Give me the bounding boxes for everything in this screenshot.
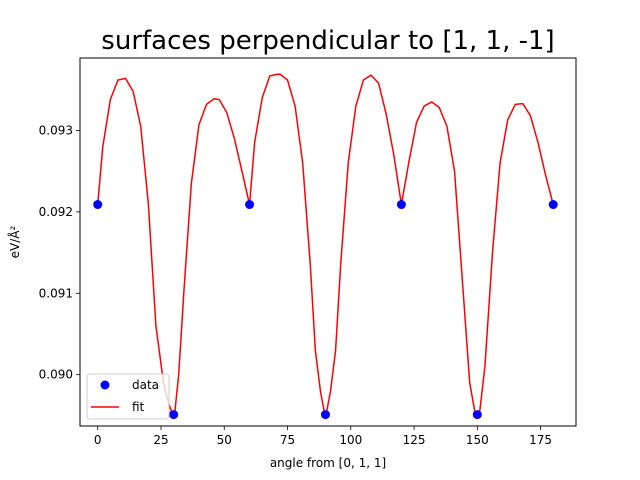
- chart-title: surfaces perpendicular to [1, 1, -1]: [101, 26, 554, 56]
- data-point: [472, 410, 482, 420]
- plot-area: [79, 57, 577, 427]
- x-tick-label: 125: [403, 433, 426, 447]
- legend-fit-label: fit: [132, 400, 145, 414]
- fit-line: [96, 73, 554, 416]
- x-tick-label: 0: [94, 433, 102, 447]
- data-point: [169, 410, 179, 420]
- x-tick-label: 150: [466, 433, 489, 447]
- y-tick-label: 0.093: [39, 123, 73, 137]
- y-tick-label: 0.092: [39, 205, 73, 219]
- y-axis: 0.090 0.091 0.092 0.093: [39, 123, 80, 382]
- x-axis-label: angle from [0, 1, 1]: [270, 456, 386, 470]
- y-axis-label: eV/Å²: [7, 225, 22, 258]
- data-point: [93, 200, 103, 210]
- legend: data fit: [86, 373, 170, 420]
- x-axis: 0 25 50 75 100 125 150 175: [94, 426, 552, 447]
- y-tick-label: 0.091: [39, 286, 73, 300]
- legend-data-marker: [100, 380, 110, 390]
- data-point: [245, 200, 255, 210]
- x-tick-label: 175: [529, 433, 552, 447]
- chart-marks: [93, 73, 558, 420]
- data-point: [320, 410, 330, 420]
- x-tick-label: 75: [280, 433, 295, 447]
- legend-data-label: data: [132, 378, 159, 392]
- y-tick-label: 0.090: [39, 368, 73, 382]
- data-point: [396, 200, 406, 210]
- x-tick-label: 25: [153, 433, 168, 447]
- x-tick-label: 100: [339, 433, 362, 447]
- x-tick-label: 50: [217, 433, 232, 447]
- data-point: [548, 200, 558, 210]
